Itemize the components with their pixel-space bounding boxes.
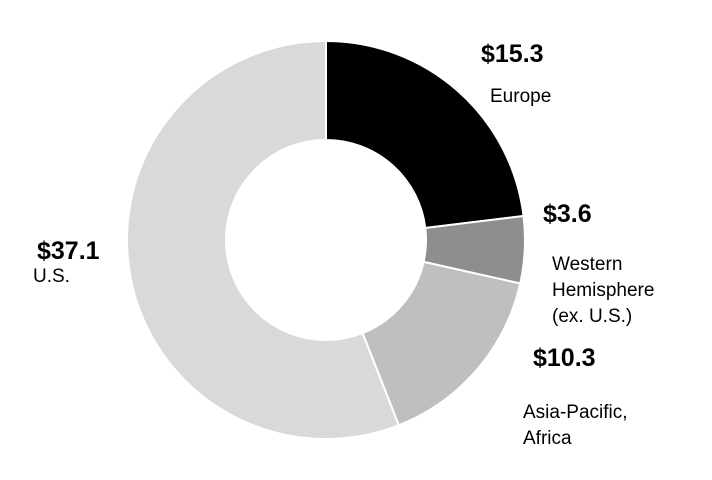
value-label-europe: $15.3	[481, 40, 544, 68]
value-label-us: $37.1	[37, 237, 100, 265]
value-label-western-hemisphere: $3.6	[543, 200, 592, 228]
value-label-asia-pacific: $10.3	[533, 344, 596, 372]
category-label-us: U.S.	[33, 266, 70, 287]
category-label-europe: Europe	[490, 86, 552, 107]
donut-slice-2	[361, 260, 522, 427]
donut-slice-3	[126, 39, 401, 440]
category-label-western-hemisphere: Western Hemisphere (ex. U.S.)	[552, 254, 655, 327]
category-label-asia-pacific: Asia-Pacific, Africa	[523, 402, 628, 449]
donut-slice-0	[325, 39, 525, 230]
